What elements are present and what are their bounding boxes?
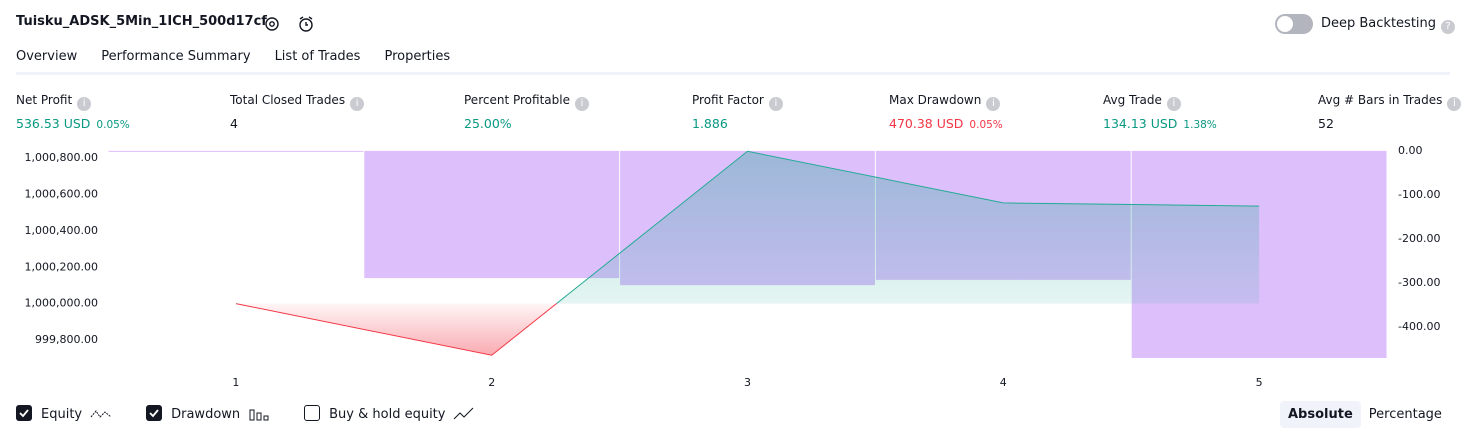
toggle[interactable] bbox=[1275, 14, 1313, 34]
checkbox bbox=[146, 405, 163, 421]
y2-tick-label: -100.00 bbox=[1398, 188, 1440, 201]
y-tick-label: 1,000,800.00 bbox=[25, 151, 98, 164]
legend-icon bbox=[453, 407, 475, 425]
metric-value-text: 536.53 USD bbox=[16, 116, 91, 131]
tab-rule bbox=[16, 72, 1450, 75]
metric-value-text: 4 bbox=[230, 116, 238, 131]
metric: Avg Trade i 134.13 USD 1.38% bbox=[1103, 93, 1217, 131]
info-icon: i bbox=[350, 97, 365, 111]
x-tick-label: 2 bbox=[488, 376, 495, 389]
metric-value-text: 470.38 USD bbox=[889, 116, 964, 131]
metric-value: 134.13 USD 1.38% bbox=[1103, 116, 1217, 131]
metric-value: 52 bbox=[1318, 116, 1461, 131]
info-icon: i bbox=[77, 97, 92, 111]
y-tick-label: 999,800.00 bbox=[35, 333, 98, 346]
metric-label-text: Avg # Bars in Trades bbox=[1318, 93, 1443, 107]
info-icon: i bbox=[1166, 97, 1181, 111]
info-icon: i bbox=[768, 97, 783, 111]
strategy-title: Tuisku_ADSK_5Min_1ICH_500d17cf bbox=[16, 14, 267, 29]
legend-item[interactable]: Buy & hold equity bbox=[304, 405, 475, 425]
y2-tick-label: -400.00 bbox=[1398, 320, 1440, 333]
legend: Equity Drawdown Buy & hold equity bbox=[16, 405, 475, 425]
modes: Absolute Percentage bbox=[1280, 401, 1450, 428]
metric-value-text: 25.00% bbox=[464, 116, 512, 131]
metric-value: 536.53 USD 0.05% bbox=[16, 116, 130, 131]
metric-label: Avg # Bars in Trades i bbox=[1318, 93, 1462, 111]
checkbox bbox=[16, 405, 32, 421]
legend-label: Equity bbox=[41, 407, 83, 422]
metric: Profit Factor i 1.886 bbox=[692, 93, 783, 131]
metric-label-text: Net Profit bbox=[16, 93, 73, 107]
metric-percent: 0.05% bbox=[96, 119, 130, 131]
metric-label-text: Total Closed Trades bbox=[230, 93, 346, 107]
metric: Max Drawdown i 470.38 USD 0.05% bbox=[889, 93, 1003, 131]
deep-backtesting-label: Deep Backtesting? bbox=[1321, 16, 1456, 34]
x-tick-label: 3 bbox=[744, 376, 751, 389]
tab[interactable]: Properties bbox=[384, 49, 451, 64]
metric-percent: 1.38% bbox=[1183, 119, 1217, 131]
metric-value: 4 bbox=[230, 116, 364, 131]
metric-label-text: Avg Trade bbox=[1103, 93, 1162, 107]
info-icon: i bbox=[986, 97, 1001, 111]
tab[interactable]: List of Trades bbox=[274, 49, 361, 64]
metric-label-text: Profit Factor bbox=[692, 93, 764, 107]
y-tick-label: 1,000,200.00 bbox=[25, 260, 98, 273]
metric-value: 25.00% bbox=[464, 116, 589, 131]
tabs: Overview Performance Summary List of Trade… bbox=[16, 49, 450, 75]
x-tick-label: 5 bbox=[1256, 376, 1263, 389]
y-tick-label: 1,000,000.00 bbox=[25, 297, 98, 310]
deep-backtesting-text: Deep Backtesting bbox=[1321, 16, 1437, 31]
checkbox bbox=[304, 405, 321, 421]
metric-value: 470.38 USD 0.05% bbox=[889, 116, 1003, 131]
title-icons[interactable] bbox=[262, 14, 318, 34]
metric-label: Total Closed Trades i bbox=[230, 93, 365, 111]
mode-button[interactable]: Percentage bbox=[1368, 407, 1442, 422]
legend-icon bbox=[248, 409, 270, 425]
legend-item[interactable]: Equity bbox=[16, 405, 112, 425]
drawdown-bar bbox=[108, 150, 364, 152]
tab[interactable]: Performance Summary bbox=[101, 49, 251, 64]
equity-line bbox=[235, 150, 1260, 356]
metric-value-text: 1.886 bbox=[692, 116, 728, 131]
metric-percent: 0.05% bbox=[969, 119, 1003, 131]
equity-area bbox=[235, 151, 1260, 356]
metric: Avg # Bars in Trades i 52 bbox=[1318, 93, 1462, 131]
metric: Total Closed Trades i 4 bbox=[230, 93, 365, 131]
metric-label: Net Profit i bbox=[16, 93, 130, 111]
y-tick-label: 1,000,600.00 bbox=[25, 188, 98, 201]
legend-label: Drawdown bbox=[171, 407, 241, 422]
metric-label-text: Max Drawdown bbox=[889, 93, 982, 107]
legend-item[interactable]: Drawdown bbox=[146, 405, 270, 425]
mode-button[interactable]: Absolute bbox=[1280, 401, 1361, 428]
metric-value-text: 52 bbox=[1318, 116, 1334, 131]
metric-label: Profit Factor i bbox=[692, 93, 783, 111]
metric-value-text: 134.13 USD bbox=[1103, 116, 1178, 131]
metric-value: 1.886 bbox=[692, 116, 783, 131]
metric: Net Profit i 536.53 USD 0.05% bbox=[16, 93, 130, 131]
chart: 999,800.00 1,000,000.00 1,000,200.00 1,000,… bbox=[25, 144, 1441, 389]
y2-tick-label: -300.00 bbox=[1398, 276, 1440, 289]
metric-label: Max Drawdown i bbox=[889, 93, 1003, 111]
x-tick-label: 1 bbox=[232, 376, 239, 389]
metric-label: Avg Trade i bbox=[1103, 93, 1217, 111]
info-icon: i bbox=[1447, 97, 1462, 111]
metric-label: Percent Profitable i bbox=[464, 93, 589, 111]
y2-tick-label: -200.00 bbox=[1398, 232, 1440, 245]
y2-tick-label: 0.00 bbox=[1398, 144, 1423, 157]
x-tick-label: 4 bbox=[1000, 376, 1007, 389]
metric: Percent Profitable i 25.00% bbox=[464, 93, 589, 131]
y-tick-label: 1,000,400.00 bbox=[25, 224, 98, 237]
info-icon: i bbox=[574, 97, 589, 111]
legend-icon bbox=[90, 410, 112, 425]
drawdown-bar bbox=[364, 150, 620, 279]
metric-label-text: Percent Profitable bbox=[464, 93, 570, 107]
legend-label: Buy & hold equity bbox=[329, 407, 446, 422]
